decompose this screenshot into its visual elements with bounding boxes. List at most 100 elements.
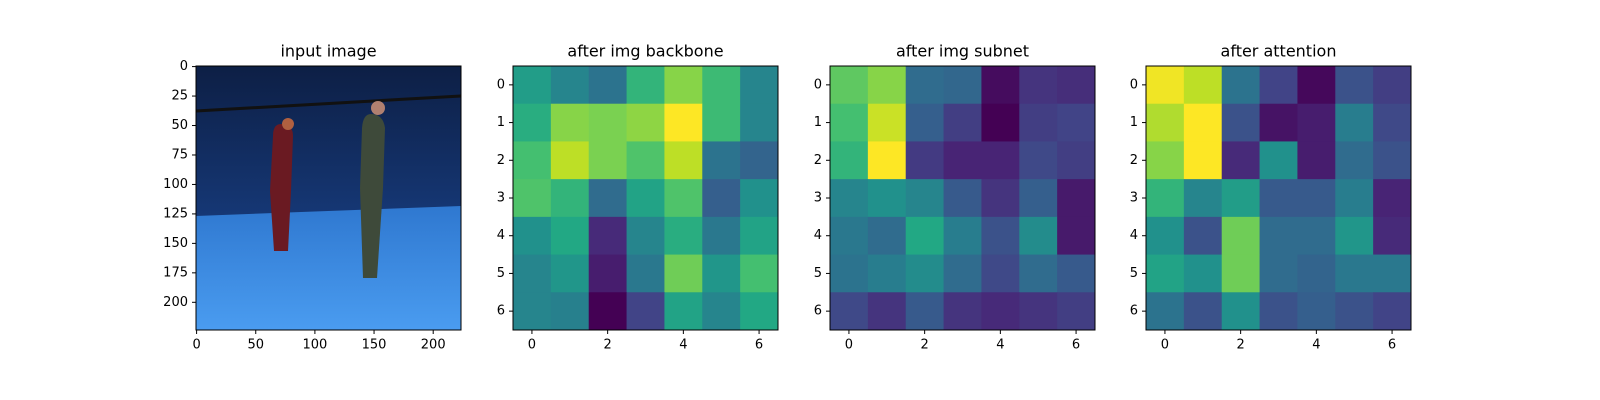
x-tick-label: 2 — [921, 338, 929, 353]
subplot-title: after img backbone — [567, 42, 723, 61]
heatmap-cell — [943, 292, 982, 331]
heatmap-cell — [550, 216, 590, 256]
heatmap-cell — [626, 216, 665, 256]
heatmap-cell — [1146, 66, 1185, 105]
heatmap-cell — [513, 103, 552, 142]
photo-rig — [195, 94, 462, 113]
y-tick-label: 0 — [180, 59, 188, 74]
heatmap-cell — [1373, 254, 1412, 293]
heatmap-cell — [1221, 292, 1261, 331]
x-tick-label: 0 — [1161, 338, 1169, 353]
x-tick-label: 0 — [192, 338, 200, 353]
heatmap-cell — [1057, 216, 1096, 256]
heatmap-cell — [830, 216, 869, 256]
heatmap-cell — [664, 292, 703, 331]
subplot: after img subnet 0 2 4 6 0 1 2 3 4 5 6 — [814, 42, 1096, 353]
heatmap-cell — [1373, 66, 1412, 105]
heatmap-cell — [550, 179, 590, 218]
heatmap-cell — [702, 254, 741, 293]
heatmap-cell — [1183, 216, 1223, 256]
heatmap-cell — [1221, 66, 1261, 105]
heatmap-cell — [1057, 103, 1096, 142]
photo-floor — [196, 206, 461, 330]
heatmap-cell — [1183, 292, 1223, 331]
heatmap-cell — [1146, 141, 1185, 180]
heatmap-cell — [1221, 179, 1261, 218]
y-tick-label: 2 — [814, 153, 822, 168]
heatmap-cell — [1183, 179, 1223, 218]
heatmap-cell — [702, 179, 741, 218]
y-tick-label: 6 — [1130, 304, 1138, 319]
heatmap-cell — [943, 254, 982, 293]
subplot: input image 0 50 100 150 200 0 25 50 75 100 125 150 1… — [163, 42, 462, 353]
heatmap-cell — [867, 103, 907, 142]
heatmap-cell — [740, 254, 779, 293]
heatmap-cell — [588, 103, 628, 142]
heatmap-cell — [981, 292, 1020, 331]
heatmap-cell — [905, 179, 945, 218]
heatmap-cell — [1221, 141, 1261, 180]
heatmap-cell — [981, 103, 1020, 142]
y-tick-label: 100 — [163, 177, 188, 192]
heatmap-cell — [550, 103, 590, 142]
heatmap-cell — [1259, 66, 1298, 105]
x-tick-label: 50 — [247, 338, 264, 353]
heatmap-cell — [588, 254, 628, 293]
y-tick-label: 0 — [1130, 77, 1138, 92]
heatmap-cell — [664, 66, 703, 105]
heatmap-cell — [1335, 292, 1374, 331]
heatmap-cell — [1221, 216, 1261, 256]
heatmap-cell — [1259, 179, 1298, 218]
y-tick-label: 1 — [497, 115, 505, 130]
heatmap-cell — [702, 292, 741, 331]
heatmap-cell — [626, 292, 665, 331]
heatmap-cell — [740, 216, 779, 256]
heatmap-cell — [905, 103, 945, 142]
y-tick-label: 0 — [814, 77, 822, 92]
photo-person — [360, 114, 385, 278]
heatmap-cell — [1373, 216, 1412, 256]
heatmap-cell — [981, 141, 1020, 180]
heatmap-cell — [1335, 254, 1374, 293]
heatmap-cell — [702, 66, 741, 105]
y-tick-label: 3 — [1130, 191, 1138, 206]
heatmap-cell — [943, 103, 982, 142]
heatmap-cell — [1335, 179, 1374, 218]
heatmap-cell — [867, 292, 907, 331]
heatmap-cell — [867, 254, 907, 293]
heatmap-cell — [1057, 141, 1096, 180]
y-tick-label: 3 — [497, 191, 505, 206]
x-tick-label: 4 — [996, 338, 1004, 353]
heatmap-cell — [981, 216, 1020, 256]
heatmap-cell — [1019, 216, 1058, 256]
y-tick-label: 1 — [1130, 115, 1138, 130]
heatmap-cell — [664, 216, 703, 256]
y-tick-label: 125 — [163, 206, 188, 221]
heatmap-cell — [702, 216, 741, 256]
axes-frame — [195, 65, 462, 331]
x-tick-label: 2 — [1237, 338, 1245, 353]
heatmap-cell — [1146, 103, 1185, 142]
heatmap-cell — [1057, 179, 1096, 218]
heatmap-cell — [513, 179, 552, 218]
y-tick-label: 5 — [814, 266, 822, 281]
x-tick-label: 6 — [755, 338, 763, 353]
heatmap-cell — [867, 141, 907, 180]
y-tick-label: 25 — [171, 89, 188, 104]
heatmap-cell — [702, 103, 741, 142]
heatmap-cell — [905, 216, 945, 256]
heatmap-cell — [830, 66, 869, 105]
heatmap-cell — [626, 254, 665, 293]
heatmap-cell — [664, 179, 703, 218]
heatmap-cell — [981, 179, 1020, 218]
y-tick-label: 150 — [163, 236, 188, 251]
heatmap-cell — [588, 216, 628, 256]
heatmap-cell — [1146, 254, 1185, 293]
heatmap-cell — [1183, 254, 1223, 293]
heatmap-cell — [1297, 141, 1336, 180]
heatmap-cell — [905, 66, 945, 105]
heatmap-cell — [1259, 292, 1298, 331]
heatmap-cell — [664, 141, 703, 180]
x-tick-label: 4 — [679, 338, 687, 353]
